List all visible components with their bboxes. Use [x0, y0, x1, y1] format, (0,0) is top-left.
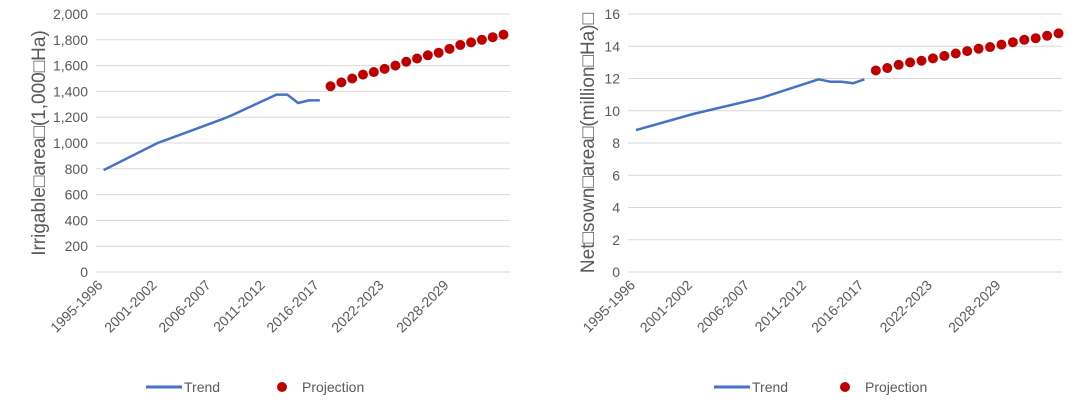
x-tick-label: 2001-2002	[101, 277, 160, 336]
projection-point	[368, 67, 379, 78]
projection-point	[1019, 34, 1030, 45]
projection-point	[1030, 33, 1041, 44]
projection-point	[905, 57, 916, 68]
y-axis-label: Net□sown□area□(million□Ha)□	[578, 12, 599, 273]
projection-point	[412, 53, 423, 64]
legend-label-trend: Trend	[752, 379, 788, 395]
x-tick-label: 2001-2002	[637, 277, 696, 336]
series-line-trend	[103, 93, 320, 172]
legend-swatch-projection	[840, 382, 850, 392]
x-tick-label: 1995-1996	[47, 277, 106, 336]
projection-point	[390, 60, 401, 71]
irrigable-area-chart: 0 200 400 600 800 1,000 1,200 1,400 1,600 1,800 2,…	[0, 0, 534, 405]
projection-point	[466, 37, 477, 48]
legend-swatch-projection	[277, 382, 287, 392]
projection-point	[487, 32, 498, 43]
y-axis-label: Irrigable□area□(1,000□Ha)	[29, 30, 50, 256]
net-sown-area-chart-svg: 0 2 4 6 8 10 12 14 16 1995-19962001-20022006-200…	[578, 6, 1064, 395]
x-tick-label: 2028-2029	[393, 277, 452, 336]
projection-point	[950, 48, 961, 59]
y-tick-label: 200	[65, 238, 89, 254]
legend-label-trend: Trend	[184, 379, 220, 395]
projection-point	[939, 50, 950, 61]
projection-point	[433, 47, 444, 58]
x-tick-label: 2011-2012	[752, 277, 810, 335]
projection-point	[422, 50, 433, 61]
y-tick-label: 12	[604, 71, 620, 87]
y-tick-label: 1,600	[53, 58, 88, 74]
y-tick-label: 2,000	[53, 6, 88, 22]
x-tick-label: 2006-2007	[694, 277, 753, 336]
x-tick-label: 2016-2017	[263, 277, 322, 336]
y-tick-label: 1,800	[53, 32, 88, 48]
projection-point	[476, 34, 487, 45]
irrigable-area-chart-svg: 0 200 400 600 800 1,000 1,200 1,400 1,600 1,800 2,…	[29, 6, 510, 395]
y-tick-label: 2	[612, 232, 620, 248]
projection-point	[985, 42, 996, 53]
projection-point	[379, 63, 390, 74]
projection-point	[1053, 28, 1064, 39]
y-tick-label: 0	[80, 264, 88, 280]
projection-point	[455, 39, 466, 50]
projection-point	[996, 39, 1007, 50]
y-tick-label: 4	[612, 200, 620, 216]
projection-point	[916, 55, 927, 66]
projection-point	[336, 77, 347, 88]
x-tick-label: 2022-2023	[328, 277, 387, 336]
y-tick-label: 16	[604, 6, 620, 22]
projection-point	[357, 69, 368, 80]
projection-point	[1042, 30, 1053, 41]
series-line-trend	[635, 78, 865, 132]
projection-point	[401, 56, 412, 67]
projection-point	[927, 53, 938, 64]
projection-point	[962, 46, 973, 57]
y-tick-label: 6	[612, 167, 620, 183]
y-tick-label: 1,400	[53, 83, 88, 99]
projection-point	[882, 63, 893, 74]
x-tick-label: 2028-2029	[945, 277, 1004, 336]
net-sown-area-chart: 0 2 4 6 8 10 12 14 16 1995-1996 2001-2002 2006-200…	[534, 0, 1069, 405]
y-tick-label: 8	[612, 135, 620, 151]
x-tick-label: 2016-2017	[808, 277, 867, 336]
y-tick-label: 800	[65, 161, 89, 177]
projection-point	[347, 73, 358, 84]
projection-point	[1007, 37, 1018, 48]
x-tick-label: 2022-2023	[876, 277, 935, 336]
x-tick-label: 2011-2012	[210, 277, 268, 335]
y-tick-label: 1,000	[53, 135, 88, 151]
legend-label-projection: Projection	[302, 379, 364, 395]
projection-point	[444, 43, 455, 54]
projection-point	[893, 59, 904, 70]
projection-point	[973, 43, 984, 54]
x-tick-label: 1995-1996	[579, 277, 638, 336]
x-tick-label: 2006-2007	[155, 277, 214, 336]
projection-point	[498, 29, 509, 40]
y-tick-label: 1,200	[53, 109, 88, 125]
y-tick-label: 600	[65, 187, 89, 203]
projection-point	[870, 65, 881, 76]
y-tick-label: 14	[604, 38, 620, 54]
y-tick-label: 0	[612, 264, 620, 280]
projection-point	[325, 81, 336, 92]
y-tick-label: 10	[604, 103, 620, 119]
y-tick-label: 400	[65, 212, 89, 228]
legend-label-projection: Projection	[865, 379, 927, 395]
